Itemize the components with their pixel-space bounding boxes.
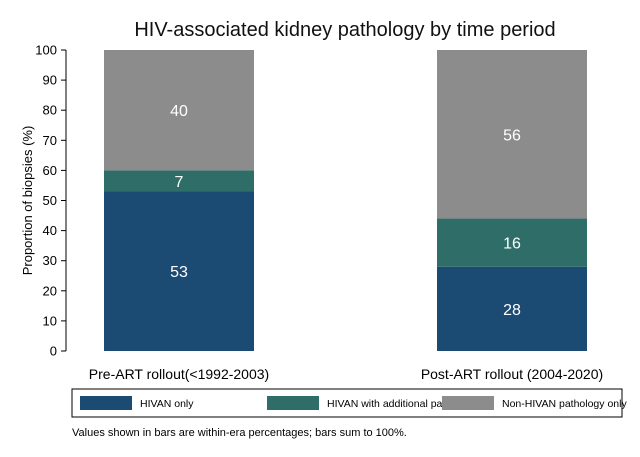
legend-swatch — [80, 396, 132, 410]
y-tick-label: 20 — [43, 283, 57, 298]
bar-segment — [104, 50, 254, 171]
data-label: 53 — [170, 264, 188, 281]
bar-segment — [104, 191, 254, 351]
y-tick-label: 0 — [50, 344, 57, 359]
y-tick-label: 40 — [43, 223, 57, 238]
data-label: 7 — [175, 174, 184, 191]
y-axis-label: Proportion of biopsies (%) — [20, 126, 35, 276]
legend-label: HIVAN only — [140, 398, 194, 410]
plot-area: 0 10 20 30 40 50 60 70 80 90 100 53 7 40 Pre-ART rollo… — [35, 43, 603, 383]
legend-box — [71, 388, 623, 418]
bar-segment — [104, 170, 254, 192]
y-tick-label: 100 — [35, 43, 57, 58]
legend-label: HIVAN with additional pathology — [327, 398, 477, 410]
x-tick-label: Post-ART rollout (2004-2020) — [421, 366, 603, 382]
y-tick-label: 60 — [43, 163, 57, 178]
legend-swatch — [442, 396, 494, 410]
x-tick-label: Pre-ART rollout(<1992-2003) — [89, 366, 269, 382]
y-tick-label: 90 — [43, 73, 57, 88]
legend-swatch — [267, 396, 319, 410]
data-label: 28 — [503, 302, 521, 319]
bar-segment — [437, 218, 587, 267]
chart-title: HIV-associated kidney pathology by time … — [134, 19, 555, 41]
y-tick-label: 50 — [43, 193, 57, 208]
y-tick-label: 10 — [43, 313, 57, 328]
y-tick-label: 70 — [43, 133, 57, 148]
data-label: 56 — [503, 127, 521, 144]
data-label: 40 — [170, 103, 188, 120]
data-label: 16 — [503, 236, 521, 253]
y-tick-label: 80 — [43, 103, 57, 118]
bar-segment — [437, 50, 587, 219]
legend: HIVAN only HIVAN with additional patholog… — [71, 388, 627, 418]
bar-segment — [437, 266, 587, 351]
footnote: Values shown in bars are within-era perc… — [72, 427, 407, 439]
legend-label: Non-HIVAN pathology only — [502, 398, 627, 410]
y-tick-label: 30 — [43, 253, 57, 268]
